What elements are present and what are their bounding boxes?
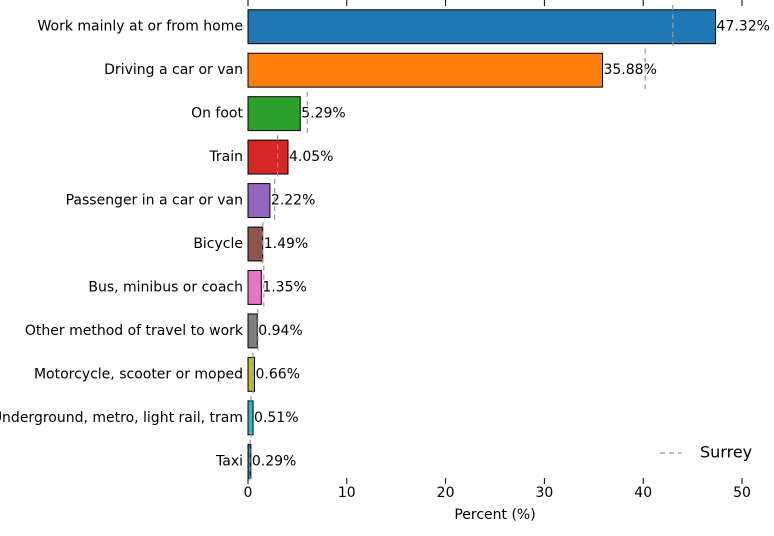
value-label: 0.51% bbox=[254, 410, 298, 426]
bar bbox=[247, 356, 256, 392]
bar bbox=[247, 139, 289, 175]
bar bbox=[247, 270, 262, 305]
y-tick-label: Work mainly at or from home bbox=[37, 19, 243, 35]
bar bbox=[247, 226, 264, 262]
y-tick-label: Motorcycle, scooter or moped bbox=[34, 366, 243, 382]
x-tick-label: 30 bbox=[535, 485, 553, 501]
y-tick-label: Taxi bbox=[215, 453, 243, 469]
legend-label: Surrey bbox=[700, 443, 752, 462]
y-tick-label: Passenger in a car or van bbox=[66, 193, 243, 209]
x-tick-label: 10 bbox=[338, 485, 356, 501]
value-label: 47.32% bbox=[717, 19, 770, 35]
bar bbox=[247, 96, 301, 132]
y-tick-label: Other method of travel to work bbox=[25, 323, 244, 339]
bar bbox=[247, 183, 271, 218]
value-label: 1.35% bbox=[262, 279, 306, 295]
value-label: 0.94% bbox=[258, 323, 302, 339]
y-tick-label: Bicycle bbox=[193, 236, 243, 252]
y-tick-label: Bus, minibus or coach bbox=[88, 279, 243, 295]
x-tick-label: 20 bbox=[437, 485, 455, 501]
y-tick-label: On foot bbox=[191, 106, 243, 122]
x-tick-label: 40 bbox=[634, 485, 652, 501]
bar bbox=[247, 52, 603, 88]
value-label: 0.66% bbox=[256, 366, 300, 382]
y-tick-label: Driving a car or van bbox=[104, 62, 243, 78]
x-tick-label: 50 bbox=[733, 485, 751, 501]
x-axis-label: Percent (%) bbox=[454, 507, 535, 523]
value-label: 0.29% bbox=[252, 453, 296, 469]
bar bbox=[247, 9, 717, 45]
value-label: 5.29% bbox=[301, 106, 345, 122]
bar bbox=[247, 313, 258, 349]
value-label: 4.05% bbox=[289, 149, 333, 165]
x-tick-label: 0 bbox=[244, 485, 253, 501]
y-tick-label: Underground, metro, light rail, tram bbox=[0, 410, 243, 426]
value-label: 1.49% bbox=[264, 236, 308, 252]
y-tick-label: Train bbox=[208, 149, 243, 165]
value-label: 35.88% bbox=[603, 62, 656, 78]
value-label: 2.22% bbox=[271, 193, 315, 209]
